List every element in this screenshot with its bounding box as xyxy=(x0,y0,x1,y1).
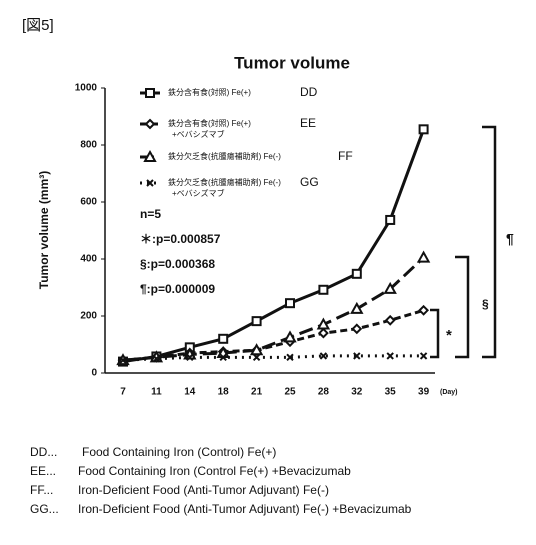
marker xyxy=(353,270,361,278)
bracket-label: ¶ xyxy=(506,231,514,247)
x-tick-label: 35 xyxy=(385,387,397,398)
marker xyxy=(319,329,327,337)
y-axis-label: Tumor volume (mm³) xyxy=(37,171,51,289)
legend-label: 鉄分含有食(対照) Fe(+) xyxy=(168,87,251,97)
legend-label: +ベバシズマブ xyxy=(172,129,225,139)
footnote-text: Iron-Deficient Food (Anti-Tumor Adjuvant… xyxy=(78,483,329,497)
footnote-code: DD... xyxy=(30,445,57,459)
y-tick-label: 0 xyxy=(91,368,97,379)
bracket-label: § xyxy=(482,297,489,311)
marker xyxy=(420,306,428,314)
stat-label: ＊:p=0.000857 xyxy=(140,232,221,246)
figure: [図5] Tumor volume Tumor volume (mm³) (Da… xyxy=(0,0,536,540)
marker xyxy=(145,152,155,161)
marker xyxy=(320,353,326,359)
marker xyxy=(285,332,295,341)
x-tick-label: 7 xyxy=(120,387,126,398)
y-tick-label: 200 xyxy=(80,311,97,322)
marker xyxy=(421,353,427,359)
footnote-code: GG... xyxy=(30,502,59,516)
footnote-text: Food Containing Iron (Control) Fe(+) xyxy=(82,445,276,459)
x-tick-label: 32 xyxy=(351,387,363,398)
x-tick-label: 25 xyxy=(284,387,296,398)
marker xyxy=(218,348,228,357)
marker xyxy=(420,125,428,133)
marker xyxy=(146,120,154,128)
legend-label: 鉄分欠乏食(抗腫瘍補助剤) Fe(-) xyxy=(168,151,281,161)
stat-label: n=5 xyxy=(140,207,161,221)
bracket-label: * xyxy=(446,327,452,344)
legend-code: GG xyxy=(300,175,319,189)
footnote-text: Food Containing Iron (Control Fe(+) +Bev… xyxy=(78,464,351,478)
legend-label: 鉄分欠乏食(抗腫瘍補助剤) Fe(-) xyxy=(168,177,281,187)
footnote-code: FF... xyxy=(30,483,53,497)
x-tick-label: 11 xyxy=(151,387,162,398)
marker xyxy=(387,353,393,359)
marker xyxy=(386,216,394,224)
legend-label: +ベバシズマブ xyxy=(172,188,225,198)
legend-code: DD xyxy=(300,85,318,99)
y-tick-label: 600 xyxy=(80,197,97,208)
legend-label: 鉄分含有食(対照) Fe(+) xyxy=(168,118,251,128)
x-tick-label: 28 xyxy=(318,387,330,398)
marker xyxy=(286,299,294,307)
x-tick-label: 39 xyxy=(418,387,430,398)
x-axis-unit: (Day) xyxy=(440,389,458,396)
x-tick-label: 18 xyxy=(218,387,230,398)
footnote-text: Iron-Deficient Food (Anti-Tumor Adjuvant… xyxy=(78,502,412,516)
brackets xyxy=(430,127,495,357)
legend-code: EE xyxy=(300,116,316,130)
marker xyxy=(146,89,154,97)
chart-title: Tumor volume xyxy=(234,53,350,72)
marker xyxy=(319,286,327,294)
figure-header: [図5] xyxy=(22,17,54,34)
series-line xyxy=(123,258,424,361)
y-tick-label: 1000 xyxy=(75,83,98,94)
y-tick-label: 400 xyxy=(80,254,97,265)
legend-code: FF xyxy=(338,149,353,163)
x-tick-label: 14 xyxy=(184,387,196,398)
marker xyxy=(386,316,394,324)
marker xyxy=(252,345,262,354)
stat-label: ¶:p=0.000009 xyxy=(140,282,215,296)
stat-label: §:p=0.000368 xyxy=(140,257,215,271)
x-tick-label: 21 xyxy=(251,387,263,398)
y-tick-label: 800 xyxy=(80,140,97,151)
marker xyxy=(353,325,361,333)
marker xyxy=(419,253,429,262)
footnote-code: EE... xyxy=(30,464,56,478)
marker xyxy=(318,320,328,329)
marker xyxy=(219,335,227,343)
marker xyxy=(253,317,261,325)
